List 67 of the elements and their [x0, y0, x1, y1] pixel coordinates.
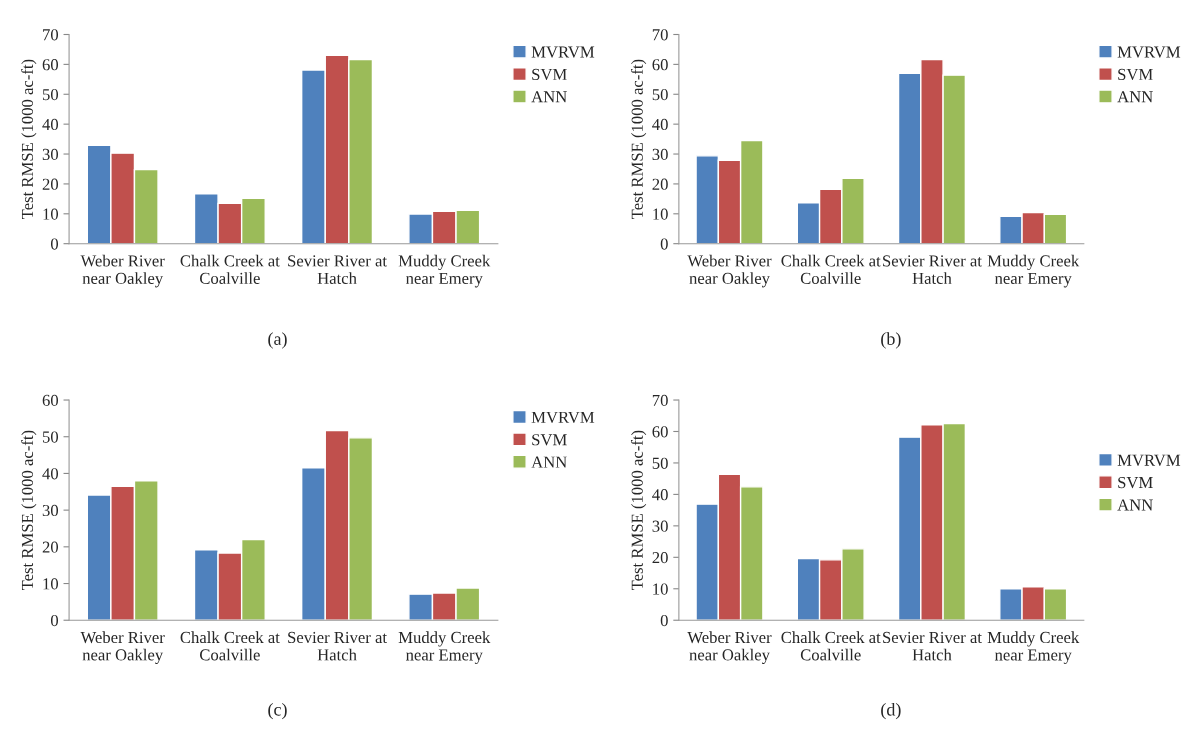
- y-tick-label: 0: [660, 238, 668, 250]
- legend-label: ANN: [1117, 91, 1153, 103]
- x-tick-label: Weber River near Oakley: [687, 254, 772, 288]
- y-axis-title: Test RMSE (1000 ac-ft): [630, 59, 647, 219]
- legend-label: MVRVM: [531, 46, 595, 58]
- x-tick-label: Weber River near Oakley: [80, 254, 165, 288]
- y-tick-label: 10: [43, 208, 59, 220]
- y-tick-label: 70: [652, 29, 668, 41]
- y-tick-label: 10: [653, 208, 668, 220]
- legend-label: SVM: [1118, 68, 1153, 81]
- y-tick-label: 50: [652, 457, 668, 469]
- x-tick-label: Muddy Creek near Emery: [987, 631, 1080, 664]
- y-tick-label: 30: [652, 148, 668, 160]
- y-axis-title: Test RMSE (1000 ac-ft): [21, 59, 37, 219]
- x-tick-label: Sevier River at Hatch: [288, 631, 387, 661]
- y-tick-label: 40: [652, 489, 668, 501]
- y-tick-label: 20: [652, 178, 668, 190]
- legend-label: MVRVM: [531, 411, 595, 424]
- y-tick-label: 60: [652, 59, 668, 71]
- y-axis-title: Test RMSE (1000 ac-ft): [630, 430, 647, 591]
- y-tick-label: 30: [652, 520, 668, 532]
- y-tick-label: 0: [50, 238, 59, 250]
- y-tick-label: 10: [43, 578, 59, 590]
- text: (a): [268, 332, 287, 349]
- x-tick-label: Weber River near Oakley: [80, 631, 165, 664]
- y-tick-label: 40: [652, 118, 668, 131]
- y-tick-label: 30: [42, 504, 59, 517]
- legend-label: MVRVM: [1117, 46, 1181, 58]
- y-tick-label: 0: [660, 614, 668, 627]
- legend-label: ANN: [1117, 499, 1153, 511]
- text: (d): [881, 702, 901, 720]
- y-tick-label: 70: [43, 29, 59, 41]
- x-tick-label: Chalk Creek at Coalville: [781, 631, 881, 661]
- y-tick-label: 30: [42, 148, 59, 160]
- legend-label: SVM: [532, 68, 567, 81]
- y-tick-label: 60: [42, 59, 59, 71]
- legend-label: SVM: [1118, 476, 1153, 489]
- x-tick-label: Chalk Creek at Coalville: [180, 254, 280, 284]
- legend-label: ANN: [531, 91, 567, 103]
- y-axis-title: Test RMSE (1000 ac-ft): [21, 430, 37, 591]
- x-tick-label: Sevier River at Hatch: [288, 255, 387, 284]
- y-tick-label: 50: [42, 431, 59, 443]
- legend-label: MVRVM: [1117, 454, 1181, 466]
- x-tick-label: Chalk Creek at Coalville: [781, 254, 881, 284]
- legend-label: SVM: [532, 434, 567, 446]
- y-tick-label: 70: [652, 394, 668, 406]
- y-tick-label: 50: [42, 88, 59, 101]
- x-tick-label: Muddy Creek near Emery: [398, 631, 491, 664]
- x-tick-label: Chalk Creek at Coalville: [180, 631, 280, 661]
- y-tick-label: 60: [42, 394, 59, 406]
- y-tick-label: 20: [42, 541, 59, 553]
- x-tick-label: Weber River near Oakley: [687, 631, 772, 664]
- y-tick-label: 50: [652, 88, 668, 101]
- y-tick-label: 20: [652, 552, 668, 564]
- y-tick-label: 60: [652, 426, 668, 438]
- y-tick-label: 40: [42, 468, 59, 480]
- y-tick-label: 0: [50, 614, 59, 627]
- x-tick-label: Muddy Creek near Emery: [398, 254, 491, 288]
- text: (c): [268, 702, 287, 720]
- y-tick-label: 40: [42, 118, 59, 131]
- y-tick-label: 10: [653, 583, 668, 595]
- text: (b): [881, 332, 901, 349]
- x-tick-label: Sevier River at Hatch: [883, 631, 982, 661]
- y-tick-label: 20: [42, 178, 59, 190]
- legend-label: ANN: [531, 456, 567, 468]
- x-tick-label: Sevier River at Hatch: [883, 255, 982, 284]
- x-tick-label: Muddy Creek near Emery: [987, 254, 1080, 288]
